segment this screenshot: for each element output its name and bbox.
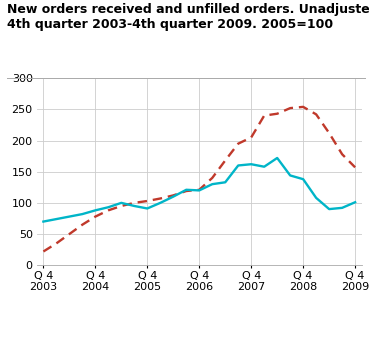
Unfilled orders [340,152,344,156]
Unfilled orders [288,106,292,110]
New orders received [106,205,111,209]
Unfilled orders [249,135,254,139]
New orders received [275,156,279,160]
New orders received [197,188,201,192]
Unfilled orders [54,241,59,245]
Line: Unfilled orders: Unfilled orders [44,107,355,252]
New orders received [314,196,318,200]
New orders received [119,201,124,205]
Unfilled orders [145,199,149,203]
New orders received [236,164,241,168]
Unfilled orders [67,232,72,236]
Unfilled orders [223,158,227,163]
New orders received [93,208,97,212]
New orders received [67,215,72,219]
New orders received [171,194,176,199]
New orders received [262,165,266,169]
New orders received [353,200,357,204]
Unfilled orders [236,141,241,146]
Unfilled orders [80,223,85,227]
Unfilled orders [132,201,137,205]
New orders received [223,180,227,184]
New orders received [41,220,46,224]
New orders received [132,204,137,208]
Unfilled orders [171,193,176,198]
Unfilled orders [41,250,46,254]
New orders received [184,188,189,192]
Unfilled orders [93,215,97,219]
Unfilled orders [158,197,162,201]
Unfilled orders [353,165,357,169]
New orders received [340,206,344,210]
Unfilled orders [210,176,214,180]
New orders received [54,217,59,221]
New orders received [210,182,214,186]
Unfilled orders [301,105,306,109]
Line: New orders received: New orders received [44,158,355,222]
New orders received [327,207,331,211]
New orders received [145,206,149,210]
Unfilled orders [327,131,331,135]
New orders received [249,162,254,166]
New orders received [288,173,292,177]
Text: New orders received and unfilled orders. Unadjusted.
4th quarter 2003-4th quarte: New orders received and unfilled orders.… [7,3,369,31]
Unfilled orders [275,112,279,116]
New orders received [80,212,85,216]
New orders received [158,201,162,205]
Unfilled orders [119,204,124,208]
Unfilled orders [197,188,201,192]
New orders received [301,177,306,181]
Unfilled orders [262,114,266,118]
Unfilled orders [314,112,318,116]
Unfilled orders [106,208,111,212]
Unfilled orders [184,189,189,193]
